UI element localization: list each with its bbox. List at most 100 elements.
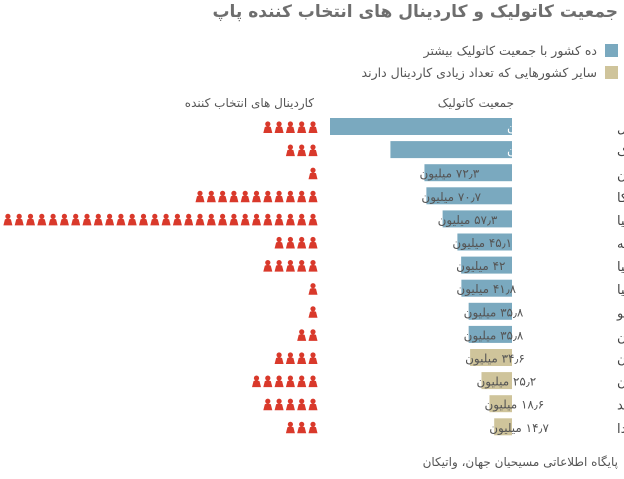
cardinal-icon <box>308 352 318 364</box>
bar-value-label: ۳۴٫۶ میلیون <box>465 352 525 367</box>
cardinal-icon <box>263 260 273 272</box>
category-label: کلمبیا <box>617 283 624 298</box>
bar-value-label: ۷۰٫۷ میلیون <box>421 190 481 205</box>
cardinal-icon <box>285 213 295 226</box>
cardinal-icon <box>297 121 307 133</box>
cardinal-icon <box>37 213 47 226</box>
cardinal-icon <box>308 236 318 249</box>
bar <box>461 279 512 297</box>
bar-value-label: ۴۱٫۸ میلیون <box>456 282 516 297</box>
category-label: برزیل <box>617 122 624 137</box>
cardinal-icon <box>195 190 205 203</box>
cardinal-icon <box>263 190 273 203</box>
cardinal-icon <box>172 213 182 226</box>
cardinal-icon <box>297 144 307 157</box>
bar-value-label: ۴۵٫۱ میلیون <box>452 236 512 251</box>
cardinal-icon <box>252 375 261 388</box>
bar <box>457 233 512 251</box>
cardinal-icon <box>285 398 295 411</box>
category-label: مکزیک <box>617 145 624 160</box>
legend-swatch-top10 <box>605 43 618 57</box>
bar-value-label: ۷۲٫۳ میلیون <box>419 167 479 182</box>
cardinal-icon <box>308 190 318 203</box>
cardinal-icon <box>285 190 295 203</box>
cardinal-icon <box>252 190 261 203</box>
cardinal-icon <box>285 236 295 249</box>
cardinal-icon <box>297 375 307 388</box>
cardinal-icon <box>274 121 284 133</box>
cardinal-icon <box>93 213 103 226</box>
cardinal-icon <box>297 260 307 272</box>
column-header-population: جمعیت کاتولیک <box>437 96 514 110</box>
cardinal-icon <box>240 190 250 203</box>
bar <box>494 418 512 436</box>
category-label: ایتالیا <box>617 214 624 229</box>
source-note: پایگاه اطلاعاتی مسیحیان جهان، واتیکان <box>422 455 618 469</box>
cardinal-icon <box>274 236 284 249</box>
bar-value-label: ۲۵٫۲ میلیون <box>476 375 536 390</box>
cardinal-icon <box>3 213 13 226</box>
cardinal-icon <box>161 213 171 226</box>
category-label: فرانسه <box>617 237 624 252</box>
cardinal-icon <box>274 213 284 226</box>
cardinal-icon <box>297 398 307 411</box>
cardinal-icon <box>297 190 307 203</box>
bar-value-label: ۱۸٫۶ میلیون <box>484 398 544 413</box>
cardinal-icon <box>206 190 216 203</box>
cardinal-icon <box>26 213 35 226</box>
cardinal-icon <box>308 306 318 318</box>
cardinal-icon <box>308 167 318 180</box>
bar <box>470 349 512 366</box>
bar-value-label: ۱۴٫۷ میلیون <box>489 421 549 436</box>
category-label: آرژانتین <box>617 327 624 344</box>
bar <box>489 395 512 413</box>
bar <box>468 302 512 320</box>
bar-value-label: ۳۵٫۸ میلیون <box>464 305 524 320</box>
category-label: لهستان <box>617 353 624 368</box>
cardinal-icon <box>150 213 160 226</box>
cardinal-icon <box>240 213 250 226</box>
cardinal-icon <box>195 213 205 226</box>
cardinal-icon <box>308 398 318 411</box>
bar-value-label: ۴۲ میلیون <box>456 259 505 274</box>
cardinal-icon <box>308 260 318 272</box>
cardinal-icon <box>218 213 228 226</box>
cardinal-icon <box>263 398 273 411</box>
cardinal-icon <box>274 260 284 272</box>
cardinal-icon <box>297 329 307 341</box>
cardinal-icon <box>184 213 194 226</box>
category-label: آلمان <box>617 374 624 391</box>
column-header-cardinals: کاردینال های انتخاب کننده <box>184 96 314 110</box>
chart-title: جمعیت کاتولیک و کاردینال های انتخاب کنند… <box>212 2 618 22</box>
cardinal-icon <box>308 283 318 295</box>
bar <box>442 210 512 228</box>
cardinal-icon <box>308 329 318 341</box>
bar <box>424 164 512 182</box>
cardinal-icon <box>263 121 273 133</box>
cardinal-icon <box>274 375 284 388</box>
bar-value-label: ۱۵۰٫۳ میلیون <box>507 121 574 136</box>
cardinal-icon <box>263 213 273 226</box>
bar <box>330 118 512 135</box>
cardinal-icon <box>105 213 115 226</box>
cardinal-icon <box>229 213 239 226</box>
cardinal-icon <box>308 375 318 388</box>
cardinal-icon <box>274 352 284 364</box>
cardinal-icon <box>297 213 307 226</box>
cardinal-icon <box>308 421 318 434</box>
cardinal-icon <box>274 190 284 203</box>
cardinal-icon <box>59 213 69 226</box>
cardinal-icon <box>139 213 148 226</box>
cardinal-icon <box>274 398 284 411</box>
cardinal-icon <box>14 213 24 226</box>
category-label: هند <box>617 399 624 414</box>
legend-label-other: سایر کشورهایی که تعداد زیادی کاردینال دا… <box>361 64 597 80</box>
cardinal-icon <box>127 213 137 226</box>
cardinal-icon <box>206 213 216 226</box>
bar <box>390 141 512 159</box>
cardinal-icon <box>285 375 295 388</box>
cardinal-icon <box>218 190 228 203</box>
category-label: ج د کنگو <box>616 305 624 321</box>
cardinal-icon <box>285 144 295 157</box>
